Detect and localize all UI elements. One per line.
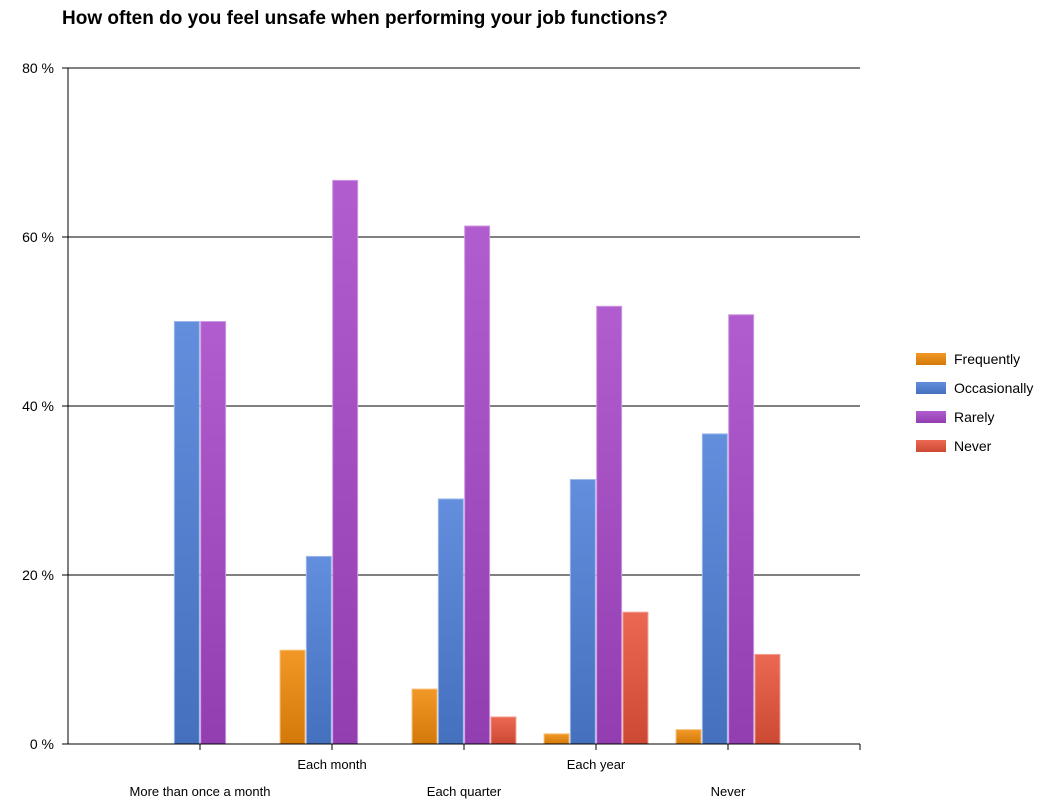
- legend-swatch: [916, 382, 946, 394]
- legend-label: Frequently: [954, 351, 1021, 367]
- x-tick-label: Each month: [297, 757, 366, 772]
- x-tick-label: Each quarter: [427, 784, 502, 799]
- bar-frequently-3: [543, 733, 570, 745]
- legend-label: Rarely: [954, 409, 995, 425]
- y-tick-label: 40 %: [22, 398, 54, 414]
- axes: [62, 67, 861, 750]
- bars: [173, 179, 781, 745]
- gridlines: [68, 67, 860, 576]
- bar-frequently-1: [279, 649, 306, 745]
- bar-occasionally-2: [437, 498, 464, 745]
- bar-rarely-1: [332, 179, 359, 745]
- y-tick-label: 60 %: [22, 229, 54, 245]
- y-tick-label: 0 %: [30, 736, 54, 752]
- legend-item-never: Never: [916, 435, 1033, 457]
- bar-rarely-3: [596, 305, 623, 745]
- bar-rarely-4: [728, 314, 755, 745]
- x-tick-label: Never: [711, 784, 746, 799]
- bar-never-4: [754, 653, 781, 745]
- bar-rarely-0: [200, 321, 227, 745]
- x-tick-label: More than once a month: [130, 784, 271, 799]
- bar-occasionally-3: [569, 479, 596, 745]
- legend-item-frequently: Frequently: [916, 348, 1033, 370]
- bar-never-3: [622, 611, 649, 745]
- legend: Frequently Occasionally Rarely Never: [916, 348, 1033, 464]
- bar-rarely-2: [464, 225, 491, 745]
- y-tick-label: 20 %: [22, 567, 54, 583]
- axis-labels: 0 % 20 % 40 % 60 % 80 % More than once a mont…: [22, 60, 746, 799]
- bar-occasionally-1: [305, 555, 332, 745]
- x-tick-label: Each year: [567, 757, 626, 772]
- bar-frequently-2: [411, 688, 438, 745]
- bar-occasionally-4: [701, 433, 728, 745]
- legend-swatch: [916, 411, 946, 423]
- y-tick-label: 80 %: [22, 60, 54, 76]
- bar-never-2: [490, 716, 517, 745]
- legend-item-occasionally: Occasionally: [916, 377, 1033, 399]
- legend-swatch: [916, 353, 946, 365]
- legend-item-rarely: Rarely: [916, 406, 1033, 428]
- bar-occasionally-0: [173, 321, 200, 745]
- legend-label: Never: [954, 438, 992, 454]
- bar-frequently-4: [675, 729, 702, 745]
- chart-title: How often do you feel unsafe when perfor…: [62, 8, 668, 29]
- legend-label: Occasionally: [954, 380, 1034, 396]
- legend-swatch: [916, 440, 946, 452]
